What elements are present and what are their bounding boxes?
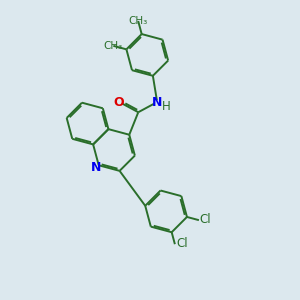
Text: N: N — [91, 161, 101, 174]
Text: N: N — [152, 96, 162, 109]
Text: H: H — [162, 100, 171, 113]
Text: Cl: Cl — [176, 237, 188, 250]
Text: O: O — [113, 96, 124, 109]
Text: CH₃: CH₃ — [104, 41, 123, 51]
Text: CH₃: CH₃ — [129, 16, 148, 26]
Text: Cl: Cl — [200, 213, 211, 226]
